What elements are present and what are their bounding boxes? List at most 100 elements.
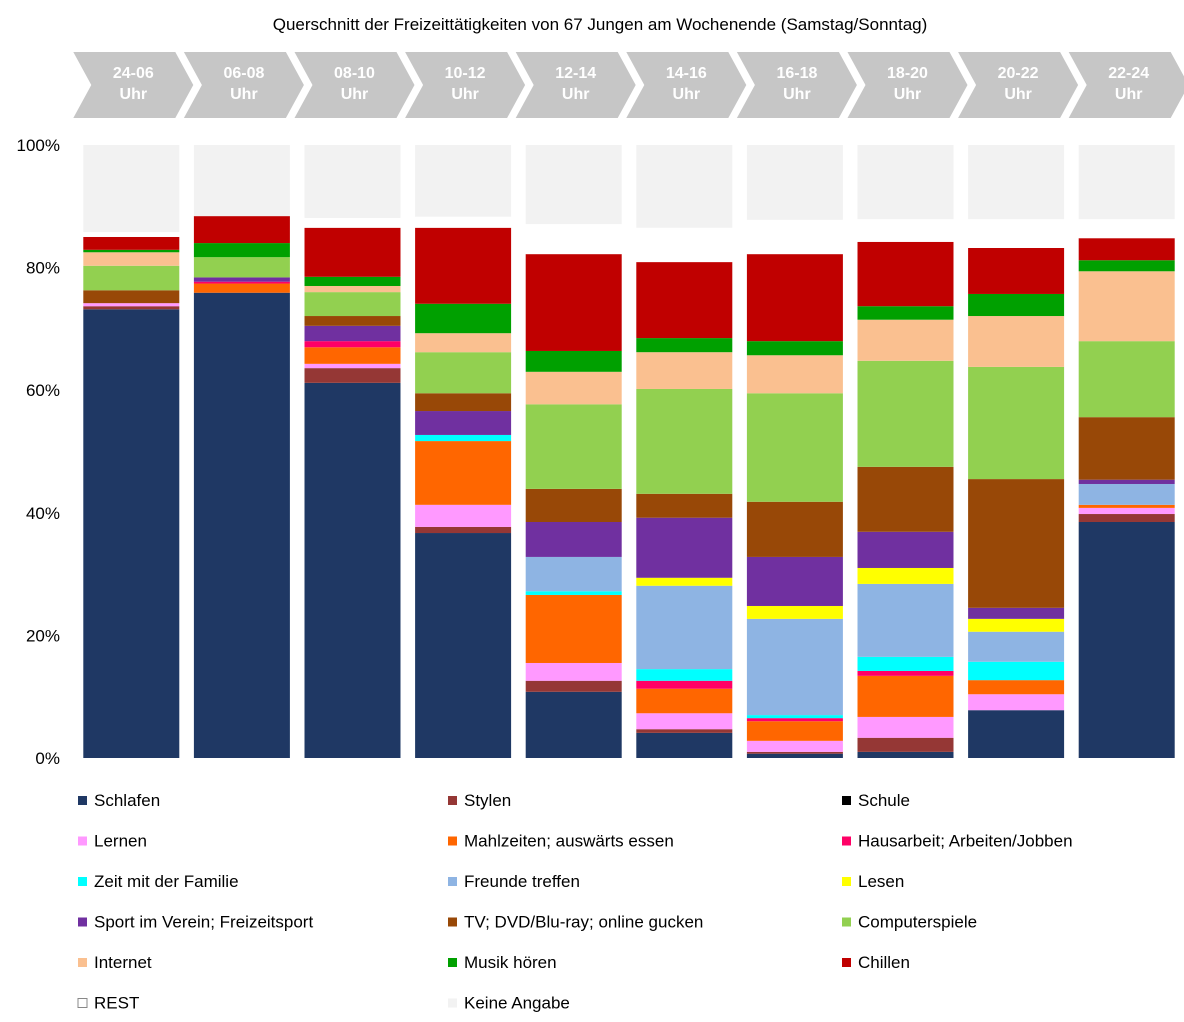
bar-segment [857,466,954,532]
bar-segment [83,236,180,250]
legend-swatch [842,836,851,846]
bar-segment [857,656,954,671]
bar-segment [746,145,843,220]
legend-label: Sport im Verein; Freizeitsport [94,913,313,932]
bar-segment [1078,507,1175,515]
bar-segment [83,249,180,253]
legend-swatch [78,836,87,846]
legend-swatch [842,796,851,805]
legend-label: Zeit mit der Familie [94,872,239,891]
bar-segment [636,262,733,339]
bar-segment [636,227,733,263]
bar-segment [857,751,954,758]
bar-segment [1078,504,1175,508]
bar-segment [304,341,401,348]
bar-segment [857,531,954,568]
bar-segment [525,224,622,255]
bar-segment [857,360,954,467]
bar-segment [746,393,843,502]
bar-segment [415,504,512,527]
bar-segment [83,265,180,291]
bar-segment [746,254,843,342]
bar-segment [525,404,622,489]
bar-segment [525,371,622,405]
time-chevron [958,52,1079,118]
bar-segment [525,556,622,592]
bar-segment [193,243,290,258]
bar-segment [636,145,733,228]
bar-segment [415,411,512,435]
legend-label: REST [94,994,139,1013]
y-tick-label: 40% [26,504,60,523]
bar-segment [1078,238,1175,261]
bar-segment [968,366,1065,480]
bar-segment [525,662,622,681]
bar-segment [857,675,954,717]
bar-segment [746,715,843,719]
bar-segment [83,306,180,310]
bar-segment [415,441,512,505]
bar-segment [746,556,843,606]
legend-swatch [78,796,87,805]
bar-segment [746,753,843,758]
legend-swatch [78,958,87,967]
time-chevron [736,52,857,118]
bar-segment [746,751,843,754]
legend-label: Musik hören [464,953,557,972]
bar-segment [746,618,843,716]
bar-segment [304,276,401,286]
legend-swatch [448,836,457,846]
x-tick-label: 18-20 Uhr [887,65,928,103]
bar-segment [746,721,843,741]
bar-segment [857,319,954,361]
bar-segment [968,618,1065,632]
x-tick-label: 22-24 Uhr [1108,65,1149,103]
bar-segment [636,352,733,389]
x-tick-label: 08-10 Uhr [334,65,375,103]
x-tick-label: 10-12 Uhr [445,65,486,103]
legend-swatch [78,917,87,927]
time-chevron [847,52,968,118]
bar-segment [304,145,401,218]
bar-segment [1078,417,1175,480]
bar-segment [746,740,843,752]
legend-label: Hausarbeit; Arbeiten/Jobben [858,832,1073,851]
bar-segment [304,368,401,383]
legend-label: Mahlzeiten; auswärts essen [464,832,674,851]
bar-segment [968,479,1065,608]
y-tick-label: 0% [35,749,60,768]
legend-label: TV; DVD/Blu-ray; online gucken [464,913,703,932]
bar-segment [746,605,843,619]
bar-segment [1078,521,1175,758]
bar-segment [193,292,290,758]
legend-label: Freunde treffen [464,872,580,891]
bar-segment [968,316,1065,367]
bar-segment [415,227,512,304]
bar-segment [1078,219,1175,239]
y-tick-label: 60% [26,381,60,400]
bar-segment [857,241,954,307]
time-chevron [626,52,747,118]
bar-segment [415,393,512,412]
time-chevron [183,52,304,118]
time-chevron [1068,52,1184,118]
x-tick-label: 16-18 Uhr [776,65,817,103]
legend-swatch [78,877,87,886]
legend-swatch [448,877,457,886]
bar-segment [193,281,290,284]
bar-segment [193,277,290,282]
bar-segment [525,521,622,557]
bar-segment [968,247,1065,294]
bar-segment [746,355,843,394]
bar-segment [525,591,622,595]
bar-segment [415,533,512,758]
bar-segment [968,661,1065,681]
legend-swatch [448,796,457,805]
bar-segment [415,434,512,442]
legend-label: Schlafen [94,791,160,810]
bar-segment [525,691,622,758]
bar-segment [857,219,954,242]
bar-segment [304,217,401,228]
bar-segment [968,145,1065,220]
